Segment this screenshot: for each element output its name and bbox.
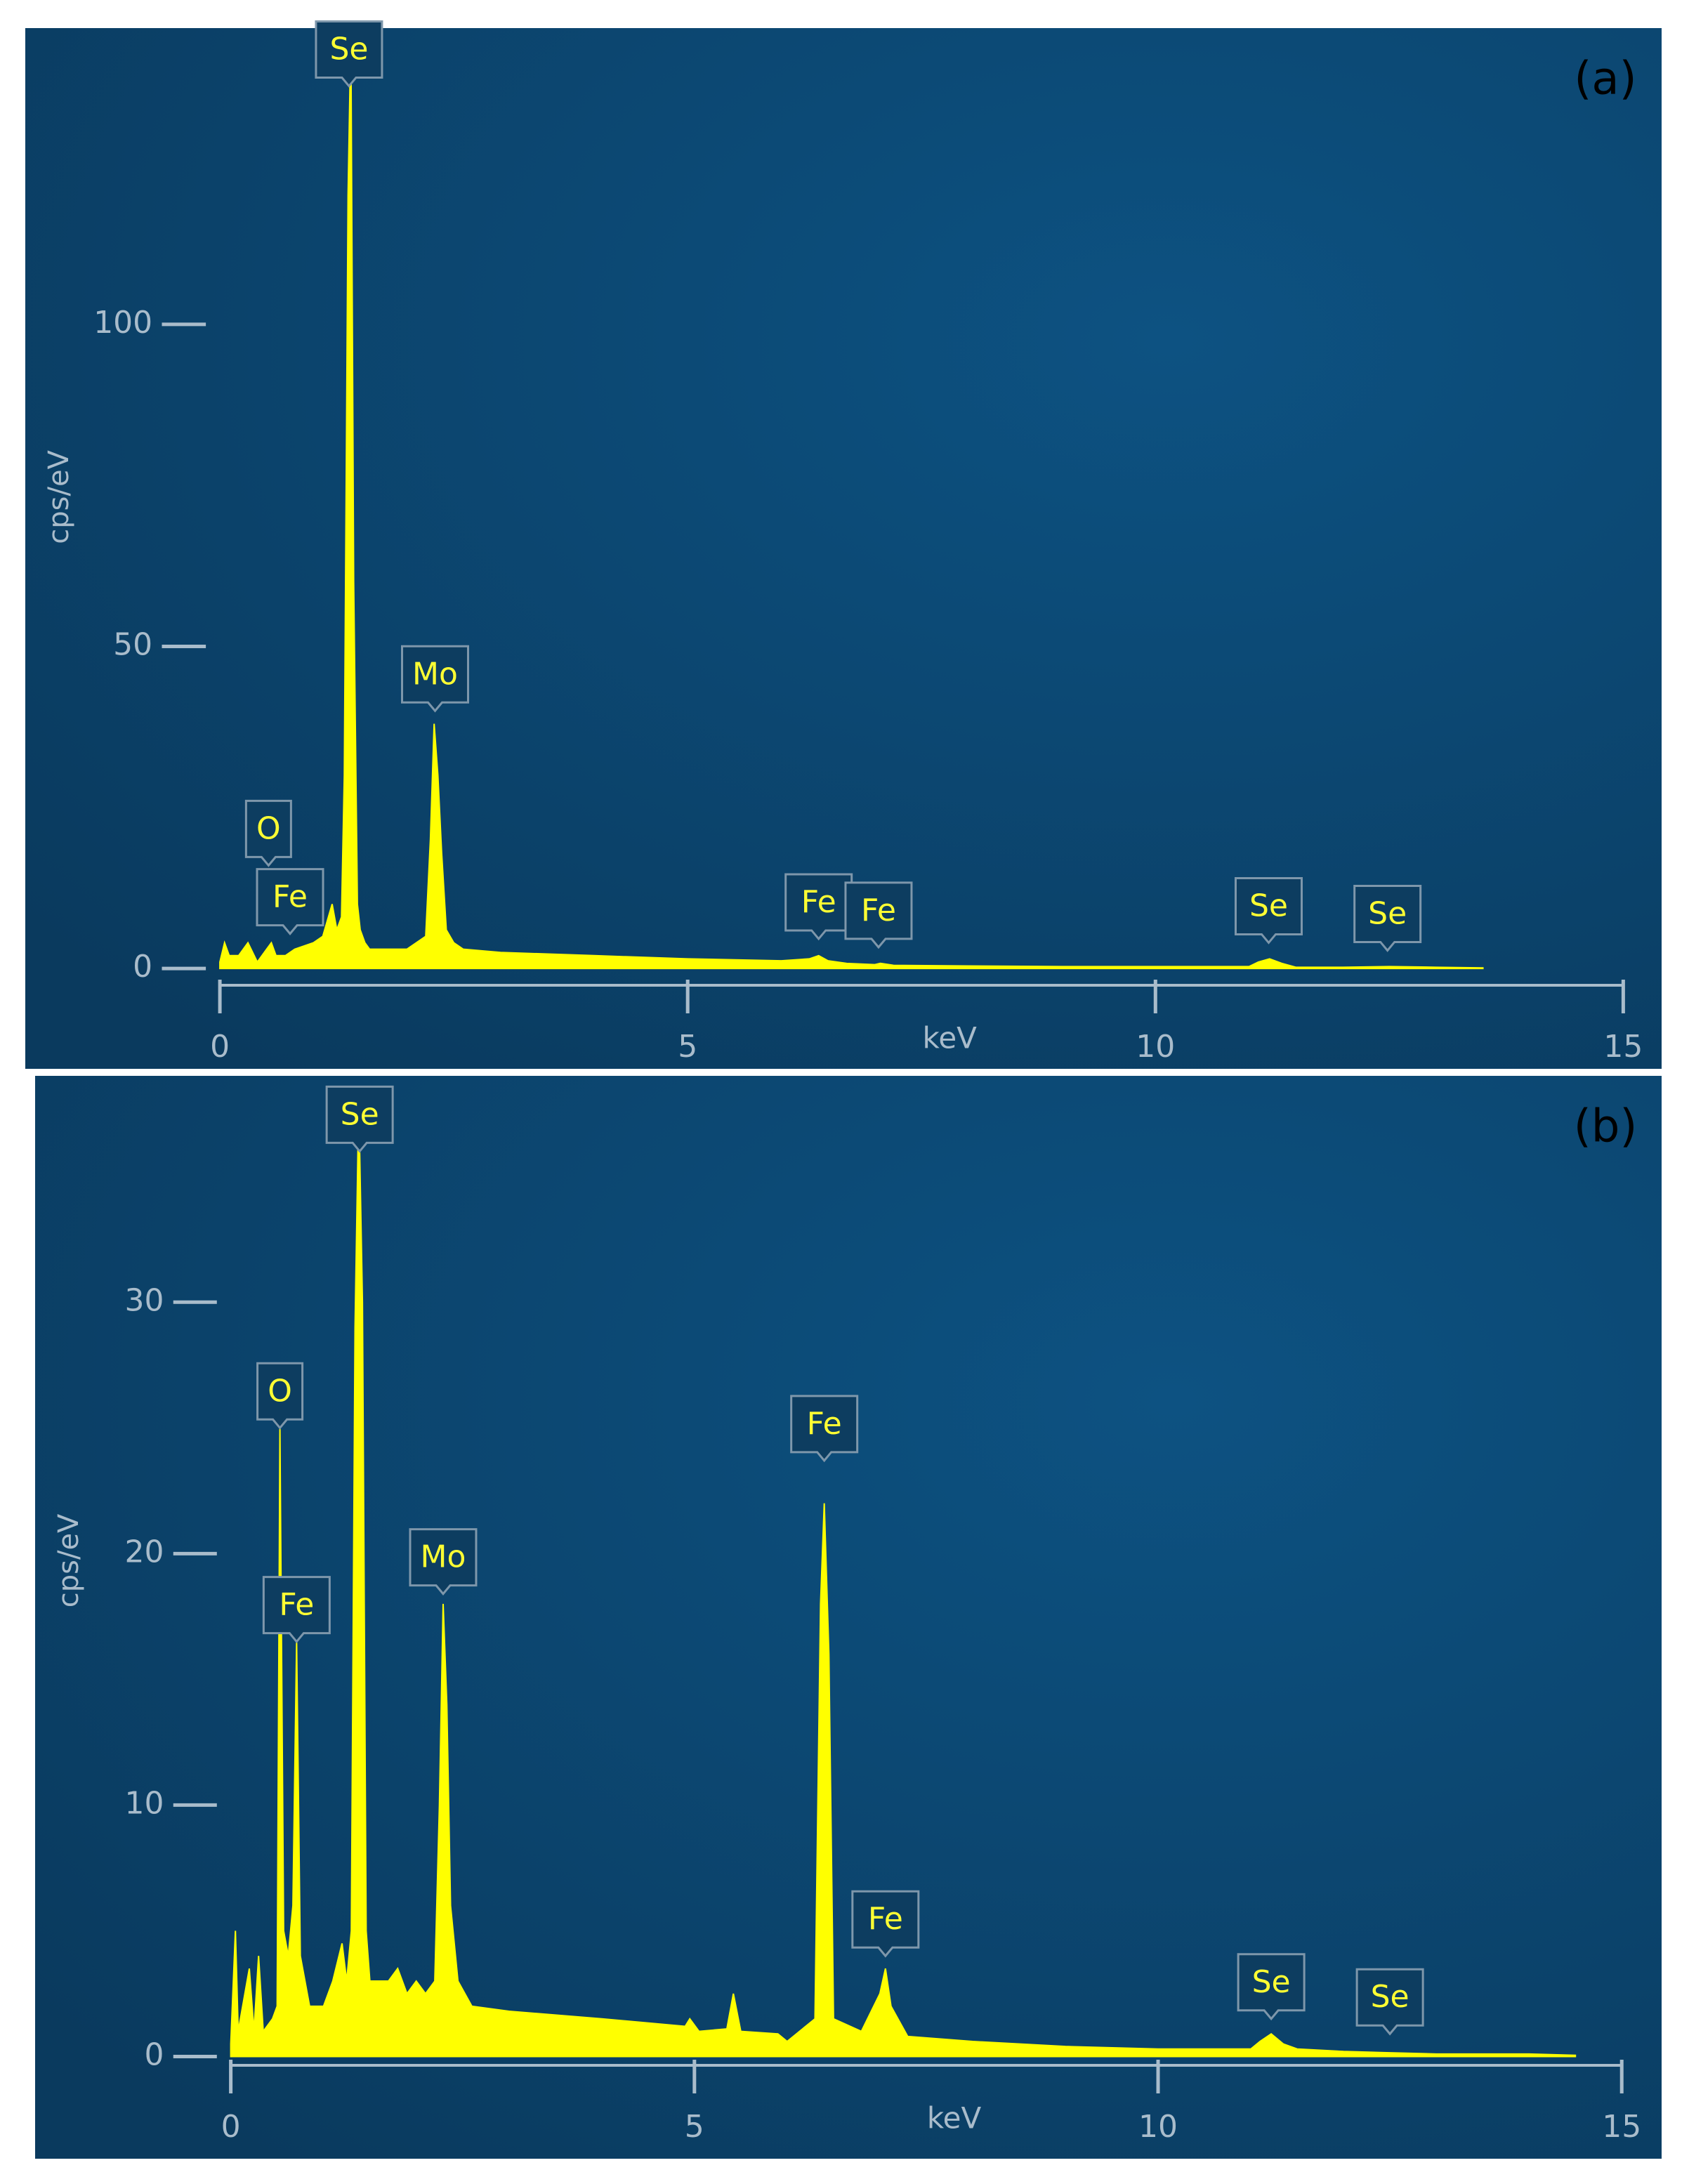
peak-label: Se [341,1096,379,1132]
peak-label-box [400,645,469,713]
y-axis-label: cps/eV [53,1513,85,1607]
peak-label: Mo [421,1539,466,1575]
peak-label: Fe [279,1587,314,1623]
x-tick-label: 0 [221,2109,241,2145]
y-tick-label: 0 [133,949,152,985]
peak-label-box [325,1085,394,1153]
x-tick-label: 5 [678,1029,697,1065]
x-tick-label: 15 [1602,2109,1641,2145]
peak-label: Fe [272,879,308,915]
panel-tag: (a) [1574,53,1636,105]
peak-label-box [256,868,324,935]
peak-label-box [1353,884,1422,952]
x-tick-label: 15 [1603,1029,1643,1065]
peak-label: Se [1368,895,1407,931]
peak-label: Fe [807,1406,842,1442]
y-tick-label: 10 [125,1785,164,1821]
peak-label: Se [1371,1979,1409,2015]
peak-label-box [790,1395,859,1463]
peak-label: Se [329,32,368,67]
peak-label-box [1237,1953,1306,2021]
x-axis-label: keV [923,1021,978,1055]
peak-label-box [244,799,292,867]
panel: 0 50 100 0 5 10 15 keV cps/eV Se Mo O Fe Fe Fe Se Se (a) [25,20,1662,1069]
peak-label-box [1234,876,1303,945]
panel: 0 10 20 30 0 5 10 15 keV cps/eV Se O Fe Mo Fe Fe Se Se (b) [35,1076,1662,2159]
peak-label: Fe [801,884,836,920]
y-tick-label: 30 [125,1282,164,1318]
spectrum [219,34,1484,970]
peak-label: Se [1249,888,1288,923]
x-tick-label: 10 [1138,2109,1178,2145]
peak-label-box [851,1890,920,1958]
x-tick-label: 5 [685,2109,704,2145]
peak-label: Fe [861,893,896,928]
peak-label-box [256,1362,304,1430]
peak-label: Mo [412,656,458,692]
y-axis-label: cps/eV [43,449,75,544]
peak-label: Se [1252,1964,1291,2000]
panel-tag: (b) [1574,1101,1638,1153]
y-tick-label: 0 [145,2037,164,2072]
y-tick-label: 20 [125,1534,164,1570]
y-tick-label: 50 [113,627,152,663]
x-tick-label: 0 [210,1029,230,1065]
peak-label-box [262,1576,331,1643]
x-axis-label: keV [927,2101,982,2136]
y-tick-label: 100 [93,305,152,341]
peak-label-box [1355,1968,1424,2036]
peak-label-box [315,20,383,88]
peak-label: Fe [868,1901,903,1937]
spectrum [230,1100,1577,2058]
peak-label: O [256,810,281,846]
x-tick-label: 10 [1136,1029,1175,1065]
peak-label: O [268,1373,292,1409]
peak-label-box [844,881,913,949]
peak-label-box [409,1528,478,1596]
